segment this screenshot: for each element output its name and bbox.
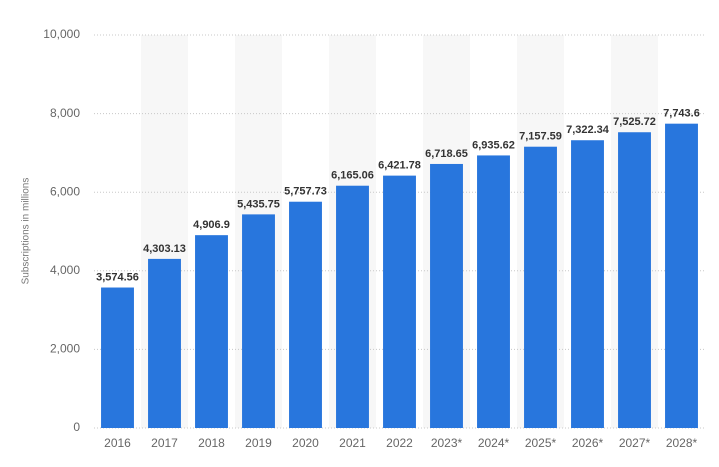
bar [242, 214, 275, 428]
x-tick-label: 2025* [525, 436, 557, 450]
y-tick-label: 6,000 [50, 184, 80, 198]
value-label: 6,718.65 [425, 148, 468, 160]
value-label: 7,525.72 [613, 116, 656, 128]
bar [336, 185, 369, 428]
y-axis-title: Subscriptions in millions [21, 178, 32, 285]
y-tick-label: 2,000 [50, 342, 80, 356]
x-tick-label: 2023* [431, 436, 463, 450]
bar [477, 155, 510, 429]
bar [571, 140, 604, 428]
x-tick-label: 2016 [104, 436, 131, 450]
bar [148, 258, 181, 428]
bar [195, 235, 228, 428]
bar [430, 163, 463, 428]
x-tick-label: 2018 [198, 436, 225, 450]
value-label: 7,157.59 [519, 131, 562, 143]
bar [665, 123, 698, 429]
y-tick-label: 10,000 [43, 27, 80, 41]
value-label: 5,757.73 [284, 186, 327, 198]
value-label: 5,435.75 [237, 198, 280, 210]
value-label: 4,906.9 [193, 219, 230, 231]
value-label: 6,165.06 [331, 170, 374, 182]
bar [524, 146, 557, 428]
value-label: 6,935.62 [472, 139, 515, 151]
value-label: 6,421.78 [378, 160, 421, 172]
value-label: 3,574.56 [96, 271, 139, 283]
value-label: 4,303.13 [143, 243, 186, 255]
x-tick-label: 2027* [619, 436, 651, 450]
x-tick-label: 2019 [245, 436, 272, 450]
y-tick-label: 4,000 [50, 263, 80, 277]
x-tick-label: 2026* [572, 436, 604, 450]
bar [383, 175, 416, 428]
x-tick-label: 2024* [478, 436, 510, 450]
bar [289, 201, 322, 428]
x-tick-label: 2020 [292, 436, 319, 450]
y-tick-label: 8,000 [50, 106, 80, 120]
x-tick-label: 2017 [151, 436, 178, 450]
bar [618, 132, 651, 428]
value-label: 7,743.6 [663, 108, 700, 120]
value-label: 7,322.34 [566, 124, 610, 136]
y-tick-label: 0 [73, 420, 80, 434]
x-tick-label: 2028* [666, 436, 698, 450]
x-tick-label: 2021 [339, 436, 366, 450]
x-tick-label: 2022 [386, 436, 413, 450]
bar [101, 287, 134, 428]
